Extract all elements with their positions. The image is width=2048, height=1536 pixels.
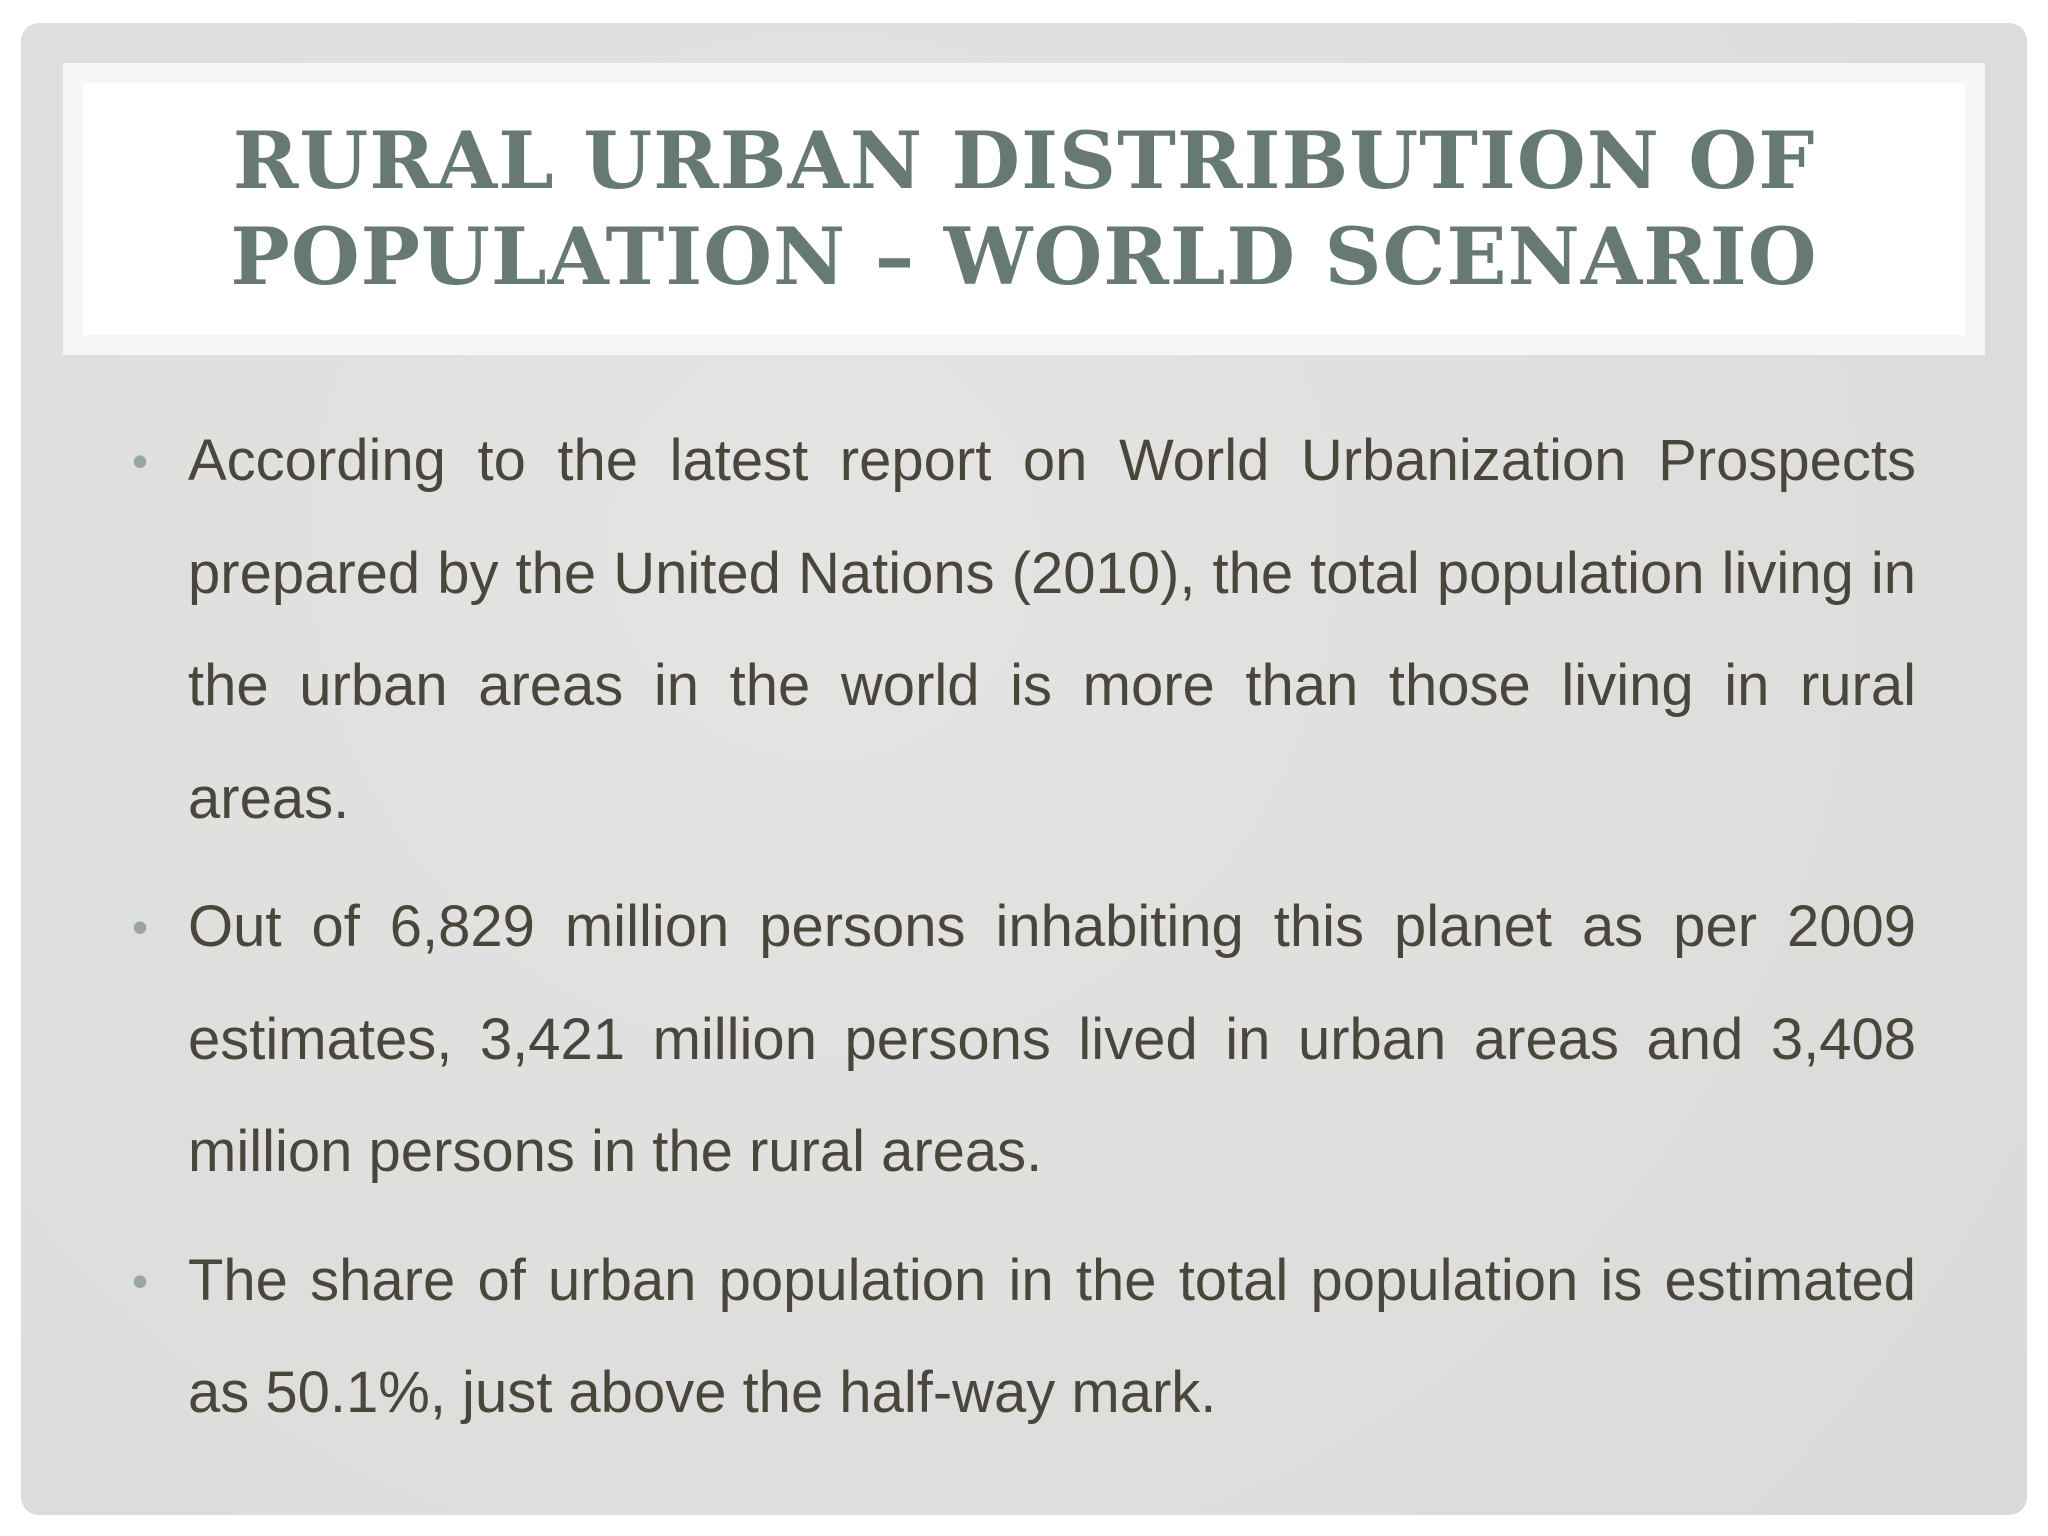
title-band: RURAL URBAN DISTRIBUTION OF POPULATION –… <box>63 63 1985 355</box>
bullet-dot-icon: • <box>132 435 149 487</box>
slide: RURAL URBAN DISTRIBUTION OF POPULATION –… <box>21 23 2027 1515</box>
bullet-list: • According to the latest report on Worl… <box>116 405 1916 1466</box>
bullet-item-urbanization-report: • According to the latest report on Worl… <box>116 405 1916 855</box>
title-box: RURAL URBAN DISTRIBUTION OF POPULATION –… <box>83 83 1965 335</box>
slide-title-line-1: RURAL URBAN DISTRIBUTION OF <box>232 114 1816 207</box>
bullet-dot-icon: • <box>132 901 149 953</box>
bullet-text: According to the latest report on World … <box>188 428 1916 831</box>
bullet-item-urban-share: • The share of urban population in the t… <box>116 1225 1916 1450</box>
slide-title-line-2: POPULATION – WORLD SCENARIO <box>230 210 1818 303</box>
bullet-item-population-estimates: • Out of 6,829 million persons inhabitin… <box>116 871 1916 1209</box>
bullet-text: The share of urban population in the tot… <box>188 1247 1916 1426</box>
bullet-text: Out of 6,829 million persons inhabiting … <box>188 894 1916 1184</box>
bullet-dot-icon: • <box>132 1254 149 1307</box>
